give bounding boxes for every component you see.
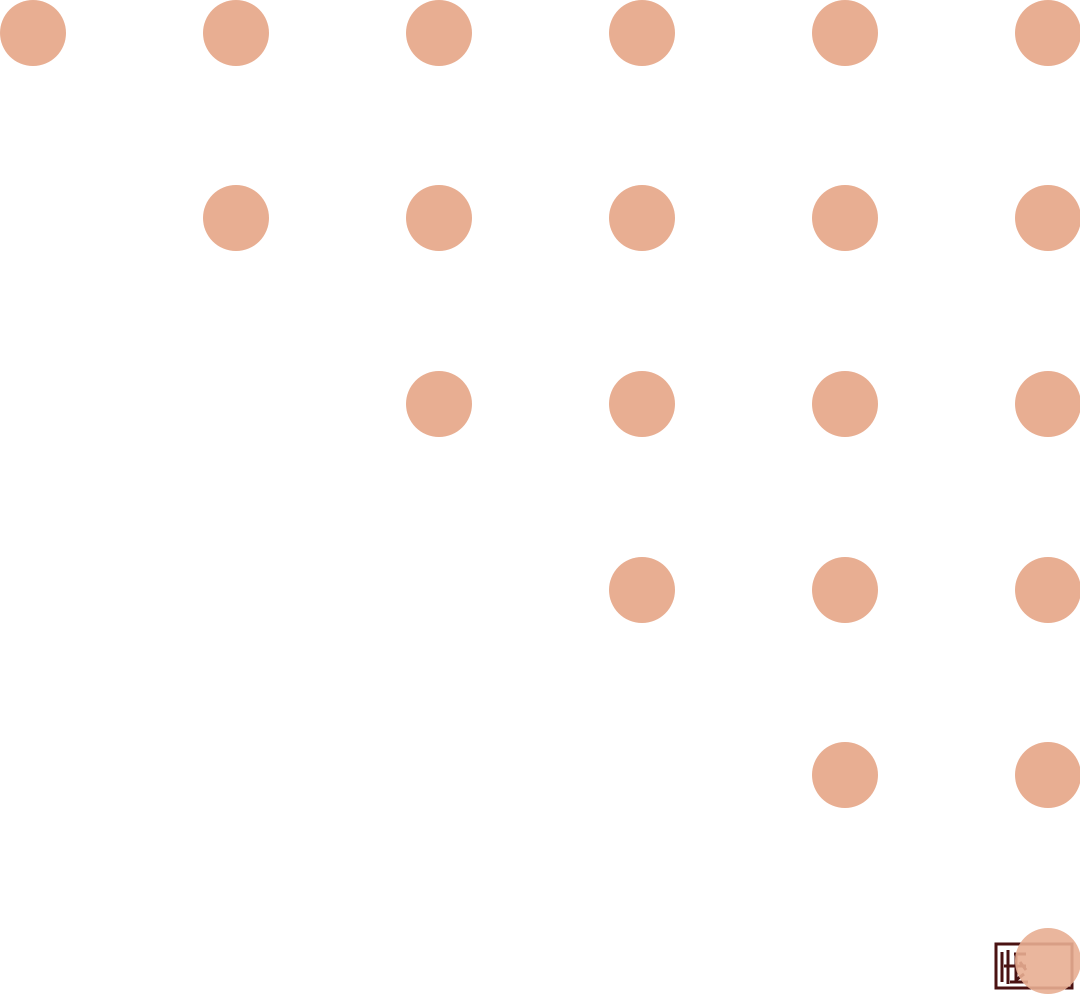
dot xyxy=(406,0,472,66)
dot xyxy=(609,557,675,623)
dot xyxy=(1015,928,1080,994)
dot xyxy=(812,0,878,66)
dot xyxy=(1015,185,1080,251)
dot xyxy=(812,371,878,437)
dot xyxy=(609,371,675,437)
dot xyxy=(812,557,878,623)
dot xyxy=(1015,742,1080,808)
dot xyxy=(812,185,878,251)
dot xyxy=(0,0,66,66)
dot xyxy=(812,742,878,808)
dot xyxy=(406,371,472,437)
dot xyxy=(203,185,269,251)
dot xyxy=(406,185,472,251)
dot xyxy=(1015,371,1080,437)
dot xyxy=(609,185,675,251)
dot xyxy=(203,0,269,66)
dot xyxy=(1015,0,1080,66)
dot xyxy=(609,0,675,66)
dot xyxy=(1015,557,1080,623)
